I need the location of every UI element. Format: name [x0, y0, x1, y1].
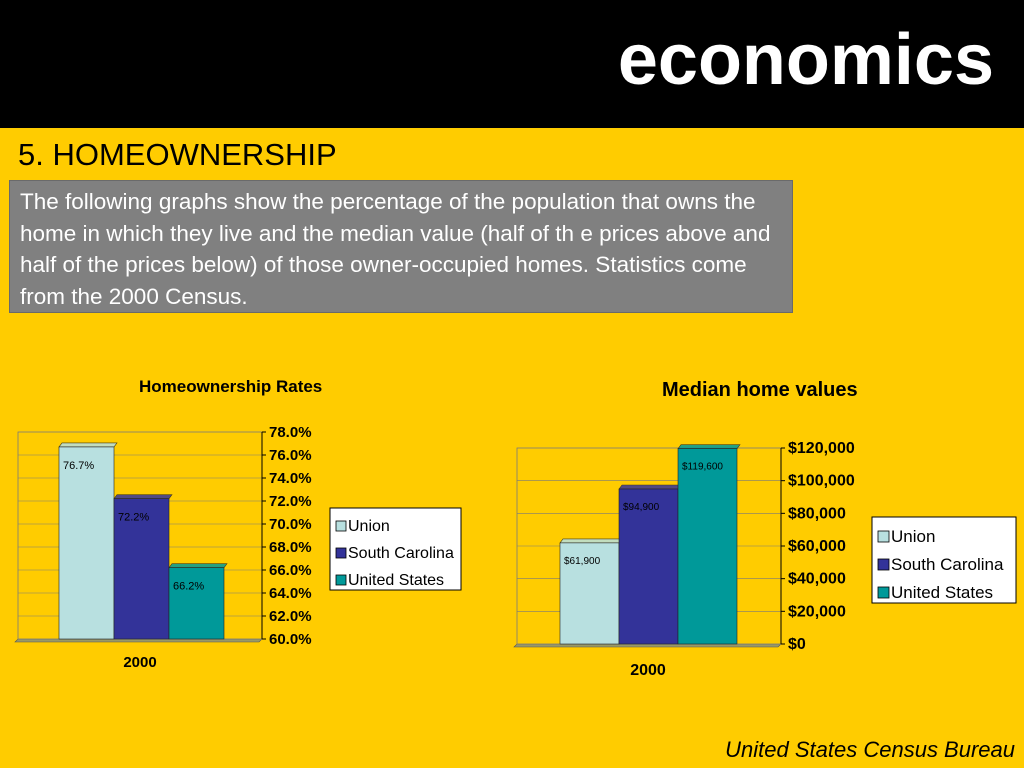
- data-label-south-carolina: 72.2%: [118, 512, 149, 524]
- legend-swatch-south-carolina: [335, 547, 347, 559]
- y-tick-label: 78.0%: [269, 424, 312, 441]
- bar-top-south-carolina: [618, 484, 682, 490]
- y-tick-label: $100,000: [788, 473, 855, 490]
- y-tick-label: $40,000: [788, 571, 846, 588]
- bar-united-states: [168, 567, 225, 640]
- legend-label-union: Union: [348, 518, 390, 535]
- data-label-south-carolina: $94,900: [623, 502, 660, 513]
- data-label-united-states: $119,600: [682, 462, 723, 473]
- y-tick-label: 76.0%: [269, 447, 312, 464]
- legend-label-united-states: United States: [891, 583, 993, 602]
- y-tick-label: 70.0%: [269, 516, 312, 533]
- y-tick-label: $80,000: [788, 505, 846, 522]
- y-tick-label: 68.0%: [269, 539, 312, 556]
- y-tick-label: $120,000: [788, 440, 855, 457]
- chart-floor: [513, 643, 782, 648]
- y-tick-label: $20,000: [788, 603, 846, 620]
- section-heading: 5. HOMEOWNERSHIP: [18, 137, 337, 172]
- y-tick-label: $0: [788, 636, 806, 653]
- header-bar: economics: [0, 0, 1024, 128]
- y-tick-label: $60,000: [788, 538, 846, 555]
- legend-label-south-carolina: South Carolina: [348, 545, 454, 562]
- y-tick-label: 66.0%: [269, 562, 312, 579]
- legend-swatch-south-carolina: [877, 558, 890, 571]
- bar-top-united-states: [677, 444, 741, 449]
- homeownership-chart: 78.0% 76.0% 74.0% 72.0% 70.0% 68.0% 66.0% 64.0%…: [14, 424, 462, 671]
- y-tick-label: 74.0%: [269, 470, 312, 487]
- chart-floor: [14, 638, 263, 643]
- data-label-united-states: 66.2%: [173, 581, 204, 593]
- legend-swatch-united-states: [335, 574, 347, 586]
- description-box: The following graphs show the percentage…: [9, 180, 793, 313]
- legend-swatch-union: [877, 530, 890, 543]
- x-category-label: 2000: [630, 662, 666, 679]
- data-label-union: $61,900: [564, 556, 601, 567]
- bar-top-union: [559, 538, 623, 544]
- y-tick-label: 62.0%: [269, 608, 312, 625]
- bar-united-states: [677, 448, 738, 645]
- y-tick-label: 64.0%: [269, 585, 312, 602]
- description-text: The following graphs show the percentage…: [20, 189, 771, 309]
- legend-label-united-states: United States: [348, 572, 444, 589]
- bar-south-carolina: [618, 488, 679, 645]
- brand-title: economics: [617, 20, 994, 100]
- median-values-chart: $120,000 $100,000 $80,000 $60,000 $40,000 $20…: [513, 440, 1017, 679]
- legend-label-south-carolina: South Carolina: [891, 555, 1004, 574]
- bar-south-carolina: [113, 498, 170, 640]
- bar-top-south-carolina: [113, 494, 173, 499]
- legend-box: [871, 516, 1017, 604]
- bar-union: [58, 446, 115, 640]
- y-tick-label: 60.0%: [269, 631, 312, 648]
- legend-swatch-united-states: [877, 586, 890, 599]
- bar-top-united-states: [168, 563, 228, 568]
- legend-swatch-union: [335, 520, 347, 532]
- bar-top-union: [58, 442, 118, 448]
- bar-union: [559, 542, 620, 645]
- legend-box: [329, 507, 462, 591]
- y-tick-label: 72.0%: [269, 493, 312, 510]
- chart-1-title: Homeownership Rates: [139, 377, 323, 396]
- source-credit: United States Census Bureau: [725, 737, 1015, 762]
- x-category-label: 2000: [123, 654, 156, 671]
- data-label-union: 76.7%: [63, 460, 94, 472]
- chart-2-title: Median home values: [662, 379, 858, 401]
- legend-label-union: Union: [891, 527, 935, 546]
